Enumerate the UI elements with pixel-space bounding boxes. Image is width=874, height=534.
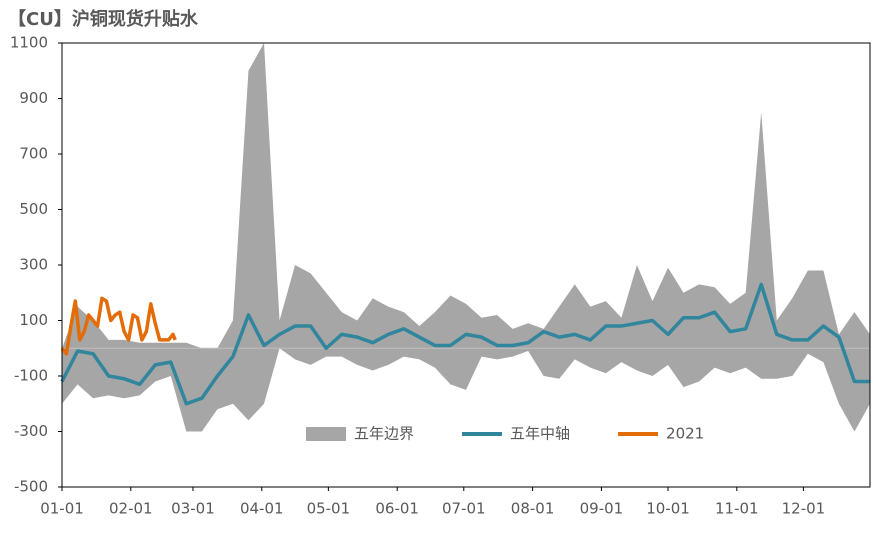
x-tick-label: 03-01 [171, 500, 215, 518]
x-tick-label: 12-01 [782, 500, 826, 518]
y-tick-label: 300 [19, 256, 48, 274]
y-tick-label: 1100 [10, 34, 48, 52]
x-tick-label: 06-01 [375, 500, 419, 518]
chart-title: 【CU】沪铜现货升贴水 [8, 8, 199, 30]
x-tick-label: 02-01 [109, 500, 153, 518]
legend-swatch [306, 427, 346, 441]
band-area [62, 43, 870, 432]
legend-label: 2021 [666, 425, 704, 443]
y-tick-label: 500 [19, 200, 48, 218]
x-tick-label: 05-01 [307, 500, 351, 518]
y-tick-label: -500 [14, 478, 48, 496]
x-tick-label: 11-01 [715, 500, 759, 518]
legend-label: 五年边界 [354, 425, 414, 443]
series-line [60, 282, 870, 406]
y-tick-label: 100 [19, 311, 48, 329]
x-tick-label: 09-01 [580, 500, 624, 518]
series-line [60, 296, 177, 356]
x-tick-label: 10-01 [646, 500, 690, 518]
y-tick-label: -300 [14, 422, 48, 440]
x-tick-label: 04-01 [240, 500, 284, 518]
y-tick-label: -100 [14, 367, 48, 385]
y-tick-label: 700 [19, 145, 48, 163]
y-tick-label: 900 [19, 89, 48, 107]
x-tick-label: 07-01 [442, 500, 486, 518]
x-tick-label: 08-01 [511, 500, 555, 518]
legend-label: 五年中轴 [510, 425, 570, 443]
x-tick-label: 01-01 [40, 500, 84, 518]
